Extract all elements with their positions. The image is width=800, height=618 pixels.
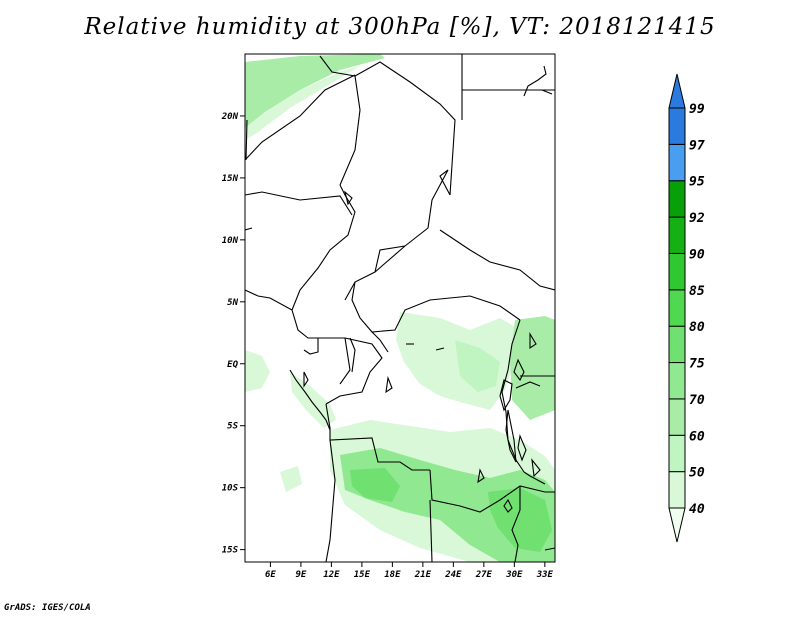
colorbar-label: 40: [689, 502, 705, 517]
colorbar-label: 85: [689, 284, 705, 299]
lat-tick-label: 5S: [227, 422, 238, 432]
lat-tick-label: 20N: [221, 112, 239, 122]
humidity-area-sw-patch: [280, 466, 302, 492]
lon-tick-label: 6E: [265, 570, 276, 580]
colorbar-segment: [668, 289, 686, 327]
colorbar-label: 75: [689, 357, 705, 372]
colorbar-segment: [668, 107, 686, 145]
colorbar-segment: [668, 362, 686, 400]
colorbar-label: 97: [689, 138, 705, 153]
humidity-area-north-light: [245, 66, 360, 140]
colorbar-segment: [668, 143, 686, 182]
colorbar-label: 60: [689, 429, 705, 444]
colorbar: 40 50 60 70 75 80 85 90 92 95 97 99: [668, 73, 705, 543]
country-borders: [245, 54, 555, 562]
latitude-axis: 20N 15N 10N 5N EQ 5S 10S 15S: [221, 112, 245, 556]
map-frame: [244, 53, 556, 563]
grads-credit: GrADS: IGES/COLA: [4, 603, 91, 613]
colorbar-segment: [668, 180, 686, 218]
lon-tick-label: 27E: [475, 570, 493, 580]
colorbar-lower-triangle: [668, 507, 686, 543]
humidity-area-central-2: [455, 340, 500, 392]
colorbar-label: 92: [689, 211, 705, 226]
humidity-shading: [245, 54, 555, 562]
colorbar-upper-triangle: [668, 73, 686, 109]
map-title: Relative humidity at 300hPa [%], VT: 201…: [84, 14, 716, 40]
lon-tick-label: 33E: [536, 570, 554, 580]
lon-tick-label: 18E: [384, 570, 401, 580]
colorbar-segment: [668, 216, 686, 254]
colorbar-segment: [668, 252, 686, 291]
colorbar-segment: [668, 398, 686, 436]
lat-tick-label: 5N: [227, 298, 238, 308]
colorbar-label: 95: [689, 175, 705, 190]
colorbar-label: 90: [689, 247, 705, 262]
humidity-area-west: [245, 350, 270, 392]
lat-tick-label: EQ: [227, 360, 238, 370]
humidity-area-south-core: [350, 468, 400, 502]
humidity-area-southeast-core: [488, 488, 552, 552]
humidity-area-south: [340, 448, 555, 562]
lon-tick-label: 21E: [414, 570, 432, 580]
lat-tick-label: 15N: [222, 174, 239, 184]
lat-tick-label: 10N: [222, 236, 239, 246]
colorbar-label: 99: [689, 102, 705, 117]
lon-tick-label: 24E: [444, 570, 462, 580]
humidity-area-north: [245, 54, 385, 128]
humidity-area-east: [510, 316, 555, 420]
lat-tick-label: 15S: [222, 546, 239, 556]
longitude-axis: 6E 9E 12E 15E 18E 21E 24E 27E 30E 33E: [265, 562, 554, 580]
colorbar-segment: [668, 471, 686, 509]
coastlines-lakes: [245, 65, 553, 513]
lat-tick-label: 10S: [222, 484, 239, 494]
colorbar-label: 80: [689, 320, 705, 335]
humidity-area-gabon: [290, 372, 336, 428]
lon-tick-label: 15E: [354, 570, 371, 580]
colorbar-label: 70: [689, 393, 705, 408]
colorbar-segment: [668, 434, 686, 473]
lon-tick-label: 12E: [323, 570, 340, 580]
lon-tick-label: 30E: [505, 570, 523, 580]
colorbar-segment: [668, 325, 686, 364]
colorbar-label: 50: [689, 466, 705, 481]
lon-tick-label: 9E: [295, 570, 306, 580]
